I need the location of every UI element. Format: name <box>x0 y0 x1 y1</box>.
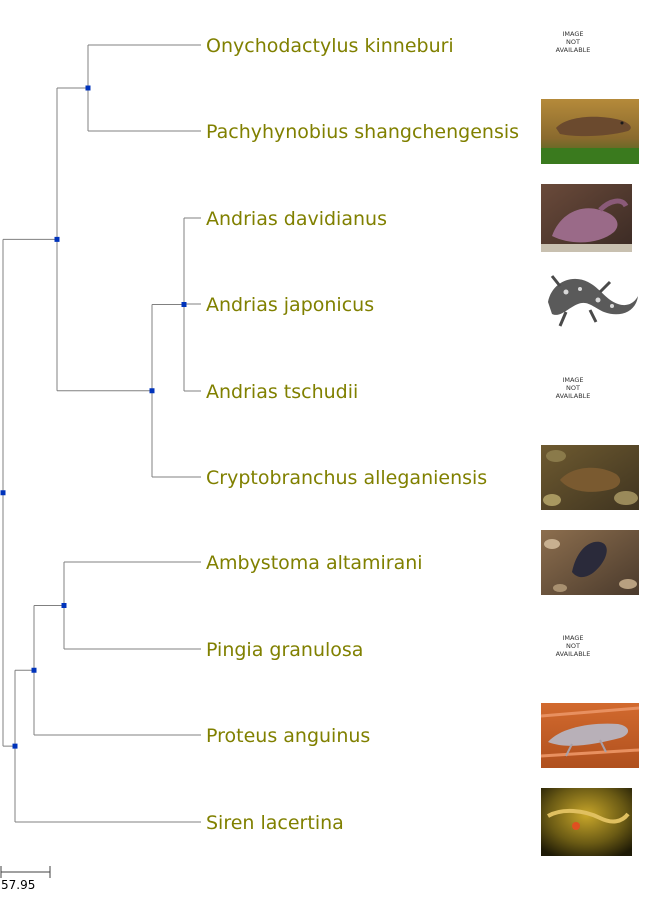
taxon-label: Ambystoma altamirani <box>206 552 423 574</box>
image-not-available-text: IMAGE <box>562 376 583 384</box>
taxon-label: Proteus anguinus <box>206 725 370 747</box>
taxon-label: Onychodactylus kinneburi <box>206 35 454 57</box>
taxon-label: Pachyhynobius shangchengensis <box>206 121 519 143</box>
salamander-photo-rocks-icon <box>541 445 639 510</box>
salamander-drawing-spotted-icon <box>541 271 639 337</box>
image-not-available-text: IMAGE <box>562 634 583 642</box>
taxon-label: Andrias japonicus <box>206 294 374 316</box>
taxon-labels: Onychodactylus kinneburi Pachyhynobius sh… <box>206 35 519 834</box>
tree-node-marker <box>61 603 67 608</box>
image-not-available-text: NOT <box>566 38 580 46</box>
taxon-label: Pingia granulosa <box>206 639 363 661</box>
image-not-available-text: NOT <box>566 642 580 650</box>
tree-node-marker <box>85 85 91 91</box>
tree-node-marker <box>54 236 60 242</box>
image-not-available-text: NOT <box>566 384 580 392</box>
olm-photo-orange-icon <box>540 703 640 768</box>
image-not-available-text: AVAILABLE <box>556 392 591 400</box>
image-not-available-text: AVAILABLE <box>556 650 591 658</box>
image-not-available-text: IMAGE <box>562 30 583 38</box>
scale-bar: 57.95 <box>0 866 51 892</box>
scale-bar-label: 57.95 <box>1 878 35 892</box>
image-not-available-text: AVAILABLE <box>556 46 591 54</box>
tree-node-marker <box>181 302 187 307</box>
siren-photo-green-icon <box>541 788 632 856</box>
taxon-label: Andrias davidianus <box>206 208 387 230</box>
tree-node-marker <box>149 388 155 394</box>
taxon-label: Siren lacertina <box>206 812 344 834</box>
tree-node-marker <box>0 490 6 496</box>
salamander-photo-dark-icon <box>541 530 639 595</box>
taxon-label: Cryptobranchus alleganiensis <box>206 467 487 489</box>
tree-node-marker <box>12 743 18 749</box>
tree-nodes <box>0 85 187 749</box>
salamander-photo-purple-icon <box>541 184 632 252</box>
taxon-label: Andrias tschudii <box>206 381 358 403</box>
salamander-photo-brown-icon <box>541 99 639 164</box>
tree-branches <box>2 44 201 823</box>
tree-node-marker <box>31 667 37 673</box>
